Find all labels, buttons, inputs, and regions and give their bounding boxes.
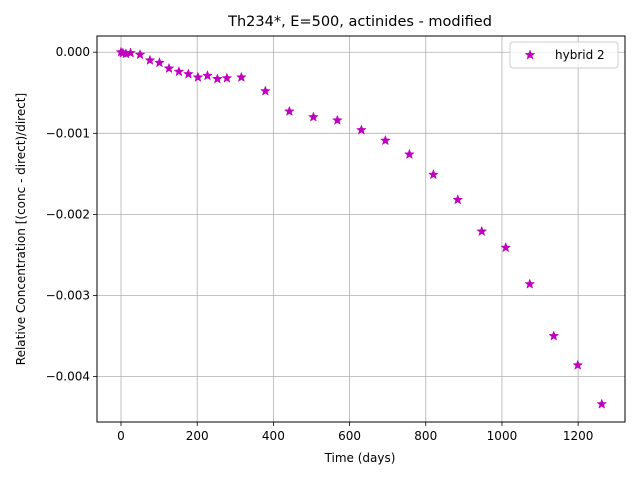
- legend-star-marker: [524, 49, 536, 60]
- x-axis: 0 200 400 600 800 1000 1200: [117, 422, 593, 443]
- data-point: [500, 241, 512, 253]
- legend: hybrid 2: [509, 41, 619, 69]
- y-tick-label: −0.003: [46, 288, 90, 302]
- y-tick-label: −0.002: [46, 207, 90, 221]
- x-tick-label: 1000: [487, 429, 518, 443]
- x-axis-label: Time (days): [324, 451, 396, 465]
- chart-title: Th234*, E=500, actinides - modified: [227, 14, 492, 30]
- x-tick-label: 600: [338, 429, 361, 443]
- data-point: [144, 54, 156, 65]
- x-tick-label: 0: [117, 429, 125, 443]
- data-point: [307, 111, 319, 122]
- y-tick-label: −0.001: [46, 126, 90, 140]
- data-point: [154, 57, 165, 68]
- data-point: [134, 48, 146, 60]
- data-point: [379, 134, 391, 146]
- y-axis-label: Relative Concentration [(conc - direct)/…: [14, 93, 28, 365]
- plot-frame: [96, 35, 626, 423]
- data-point: [283, 105, 295, 117]
- y-axis: 0.000 −0.001 −0.002 −0.003 −0.004: [46, 45, 97, 384]
- data-point: [182, 68, 194, 79]
- data-point: [452, 194, 464, 205]
- data-point: [259, 85, 271, 96]
- data-point: [355, 124, 367, 135]
- data-point: [192, 71, 204, 82]
- data-point: [163, 62, 175, 74]
- data-point: [572, 359, 584, 370]
- grid: [97, 36, 625, 422]
- x-tick-label: 1200: [563, 429, 594, 443]
- data-point: [331, 114, 343, 125]
- data-point: [125, 47, 136, 58]
- x-tick-label: 200: [186, 429, 209, 443]
- data-point: [202, 70, 213, 81]
- data-point: [596, 398, 608, 409]
- data-point: [221, 72, 233, 83]
- data-point: [427, 168, 439, 180]
- legend-label-hybrid-2: hybrid 2: [555, 48, 605, 62]
- data-point: [524, 278, 536, 289]
- data-point: [211, 73, 223, 84]
- y-tick-label: 0.000: [56, 45, 90, 59]
- x-tick-label: 400: [262, 429, 285, 443]
- data-point: [476, 225, 488, 237]
- legend-box: [509, 41, 619, 69]
- data-point: [235, 71, 247, 82]
- y-tick-label: −0.004: [46, 370, 90, 384]
- data-point: [403, 148, 415, 160]
- data-point: [548, 330, 560, 341]
- legend-marker-hybrid-2: [524, 49, 536, 60]
- data-points: [115, 46, 608, 409]
- x-tick-label: 800: [414, 429, 437, 443]
- data-point: [173, 65, 185, 77]
